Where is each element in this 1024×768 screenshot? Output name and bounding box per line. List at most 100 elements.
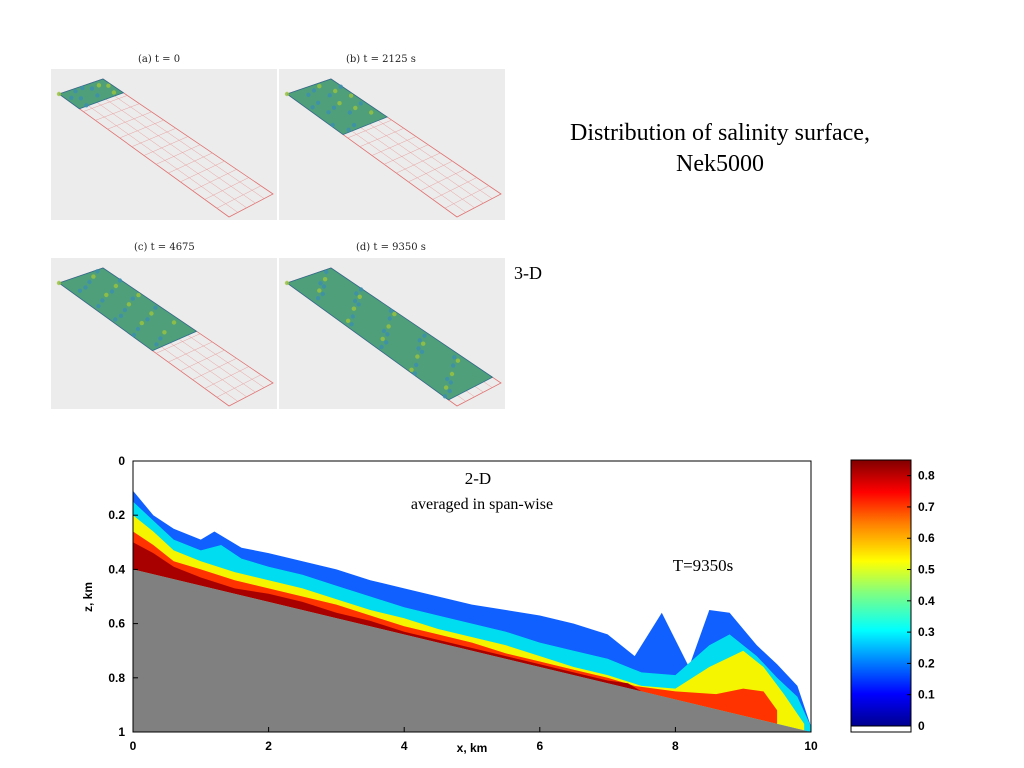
x-tick-label: 2: [265, 739, 272, 753]
x-tick-label: 0: [130, 739, 137, 753]
surface-texture: [87, 279, 92, 285]
colorbar-tick-label: 0.8: [918, 469, 935, 483]
surface-texture: [369, 110, 374, 115]
mesh-line: [107, 111, 152, 130]
surface-texture: [310, 105, 315, 110]
colorbar-tick-label: 0.7: [918, 500, 935, 514]
surface-texture: [158, 336, 163, 341]
surface-texture: [306, 92, 311, 97]
surface-texture: [317, 84, 322, 89]
surface-texture: [349, 322, 354, 327]
slide-title-line1: Distribution of salinity surface,: [570, 120, 870, 146]
surface-texture: [415, 354, 420, 359]
surface-texture: [126, 302, 132, 307]
salinity-contour-4: [133, 542, 642, 692]
surface-texture: [455, 358, 461, 363]
y-axis-label: z, km: [81, 582, 95, 612]
surface-texture: [358, 287, 364, 292]
slide-title: Distribution of salinity surface, Nek500…: [520, 118, 920, 180]
colorbar-tick-label: 0.2: [918, 656, 935, 670]
surface-texture: [315, 296, 321, 301]
colorbar-tick-label: 0.3: [918, 625, 935, 639]
y-tick-label: 0.6: [108, 617, 125, 631]
surface-texture: [56, 280, 62, 286]
colorbar-tick-label: 0.5: [918, 563, 935, 577]
surface-texture: [149, 311, 154, 316]
surface-texture: [318, 281, 323, 286]
surface-texture: [84, 103, 89, 108]
surface-texture: [73, 89, 78, 94]
surface-texture: [417, 338, 422, 343]
surface-texture: [447, 388, 452, 394]
surface-texture: [95, 269, 100, 274]
surface-texture: [356, 302, 361, 307]
mesh-line: [384, 144, 429, 165]
colorbar-ticks: 0 0.1 0.2 0.3 0.4 0.5 0.6 0.7 0.8: [907, 469, 935, 733]
surface-texture: [118, 313, 124, 318]
surface-texture: [421, 341, 426, 346]
panel-a-image: [51, 69, 277, 220]
surface-texture: [135, 326, 141, 332]
surface-texture: [145, 317, 150, 322]
mesh-line: [420, 169, 465, 191]
surface-texture: [381, 328, 387, 334]
surface-texture: [337, 101, 342, 106]
surface-texture: [113, 317, 118, 322]
mesh-line: [359, 128, 404, 147]
panel-d-render: [284, 267, 502, 407]
panel-c-title: (c) t = 4675: [134, 242, 195, 253]
mesh-line: [204, 177, 249, 200]
surface-texture: [358, 101, 363, 106]
mesh-line: [204, 366, 249, 389]
mesh-line: [216, 374, 261, 398]
label-3d: 3-D: [514, 263, 542, 283]
plot-area: [133, 461, 811, 732]
surface-texture: [345, 318, 351, 323]
surface-texture: [348, 93, 354, 98]
panel-b-title: (b) t = 2125 s: [346, 54, 416, 65]
surface-texture: [122, 307, 128, 313]
mesh-line: [408, 160, 453, 183]
surface-texture: [451, 363, 456, 368]
salinity-contour-0: [133, 490, 811, 732]
surface-texture: [153, 305, 158, 310]
surface-texture: [77, 288, 83, 293]
surface-texture: [130, 296, 135, 301]
bottom-slope: [133, 569, 811, 732]
mesh-line: [432, 177, 477, 200]
surface-texture: [346, 127, 351, 132]
surface-texture: [109, 289, 115, 294]
surface-texture: [326, 110, 331, 115]
y-tick-label: 0.8: [108, 671, 125, 685]
x-tick-label: 10: [804, 739, 818, 753]
surface-texture: [452, 355, 457, 360]
surface-texture: [354, 291, 359, 296]
mesh-line: [83, 95, 128, 112]
surface-texture: [69, 95, 74, 100]
surface-texture: [338, 84, 343, 89]
surface-texture: [347, 110, 352, 115]
mesh-line: [192, 358, 237, 380]
surface-texture: [78, 96, 84, 101]
surface-texture: [83, 285, 88, 290]
salinity-surface: [286, 78, 388, 136]
surface-texture: [385, 332, 390, 337]
mesh-line: [371, 136, 417, 156]
mesh-line: [396, 152, 441, 174]
panel-b-render: [284, 78, 502, 218]
colorbar-tick-label: 0.1: [918, 688, 935, 702]
mesh-line: [192, 169, 237, 191]
surface-texture: [448, 380, 453, 385]
surface-texture: [111, 90, 117, 95]
time-annotation: T=9350s: [673, 556, 734, 575]
mesh-line: [95, 103, 140, 121]
colorbar-tick-label: 0.4: [918, 594, 935, 608]
surface-texture: [317, 288, 322, 293]
surface-texture: [392, 311, 397, 317]
surface-texture: [91, 274, 96, 279]
panel-b-image: [279, 69, 505, 220]
mesh-line: [216, 185, 261, 209]
colorbar-bottom: [850, 725, 912, 733]
panel-d-title: (d) t = 9350 s: [356, 242, 426, 253]
surface-texture: [139, 320, 144, 326]
